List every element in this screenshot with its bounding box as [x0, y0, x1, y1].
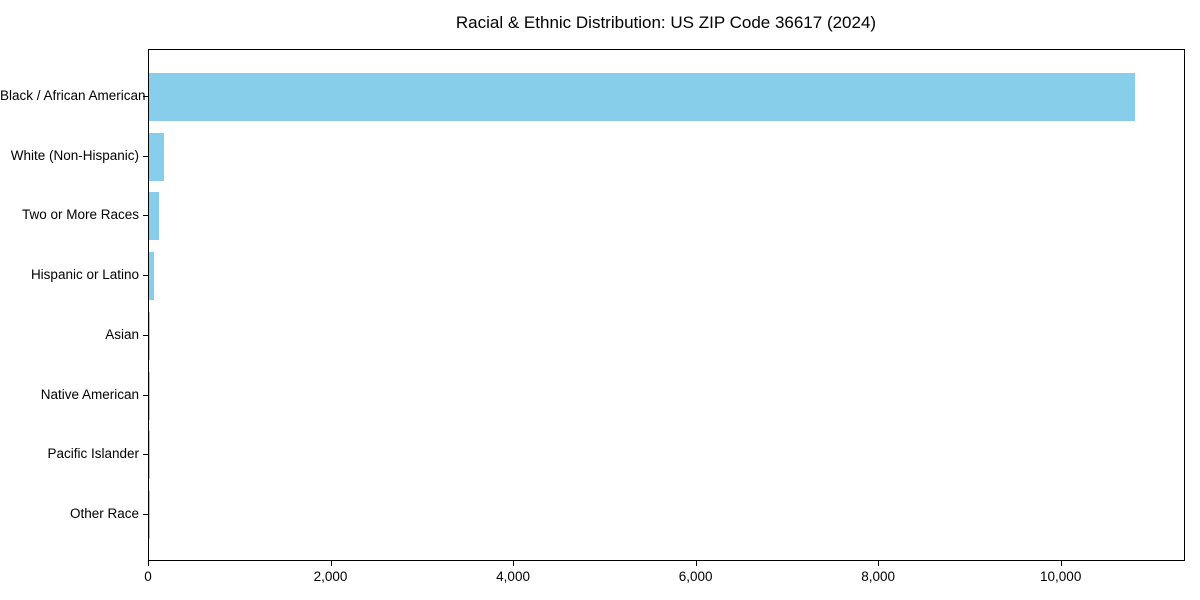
y-tick-label-black-african-american: Black / African American [0, 88, 146, 104]
y-tick-label-asian: Asian [105, 326, 139, 342]
y-tick [143, 155, 148, 157]
y-tick-label-hispanic-or-latino: Hispanic or Latino [30, 267, 139, 283]
y-tick [143, 334, 148, 336]
x-tick [330, 561, 332, 566]
bar-black-african-american [149, 73, 1135, 122]
x-tick [148, 561, 149, 566]
y-tick [143, 96, 148, 98]
x-tick-label: 10,000 [1040, 569, 1082, 584]
plot-area [148, 49, 1185, 561]
x-tick-label: 0 [144, 569, 152, 584]
y-tick-label-pacific-islander: Pacific Islander [47, 446, 139, 462]
chart-title: Racial & Ethnic Distribution: US ZIP Cod… [455, 13, 877, 32]
x-tick [513, 561, 515, 566]
y-tick [143, 215, 148, 217]
x-tick-label: 6,000 [678, 569, 713, 584]
x-tick [878, 561, 880, 566]
x-tick-label: 4,000 [496, 569, 530, 584]
y-tick [143, 454, 148, 456]
bar-two-or-more-races [149, 192, 160, 241]
x-tick [1060, 561, 1062, 566]
bar-white-non-hispanic [149, 132, 165, 181]
x-tick-label: 2,000 [313, 569, 348, 584]
x-tick [695, 561, 697, 566]
y-tick [143, 513, 148, 515]
bar-asian [149, 311, 151, 360]
x-tick-label: 8,000 [861, 569, 896, 584]
bar-hispanic-or-latino [149, 252, 155, 301]
y-tick-label-two-or-more-races: Two or More Races [21, 207, 139, 223]
y-tick [143, 275, 148, 277]
y-tick-label-native-american: Native American [40, 386, 139, 402]
y-tick [143, 394, 148, 396]
y-tick-label-white-non-hispanic: White (Non-Hispanic) [10, 147, 139, 163]
y-tick-label-other-race: Other Race [69, 505, 139, 521]
